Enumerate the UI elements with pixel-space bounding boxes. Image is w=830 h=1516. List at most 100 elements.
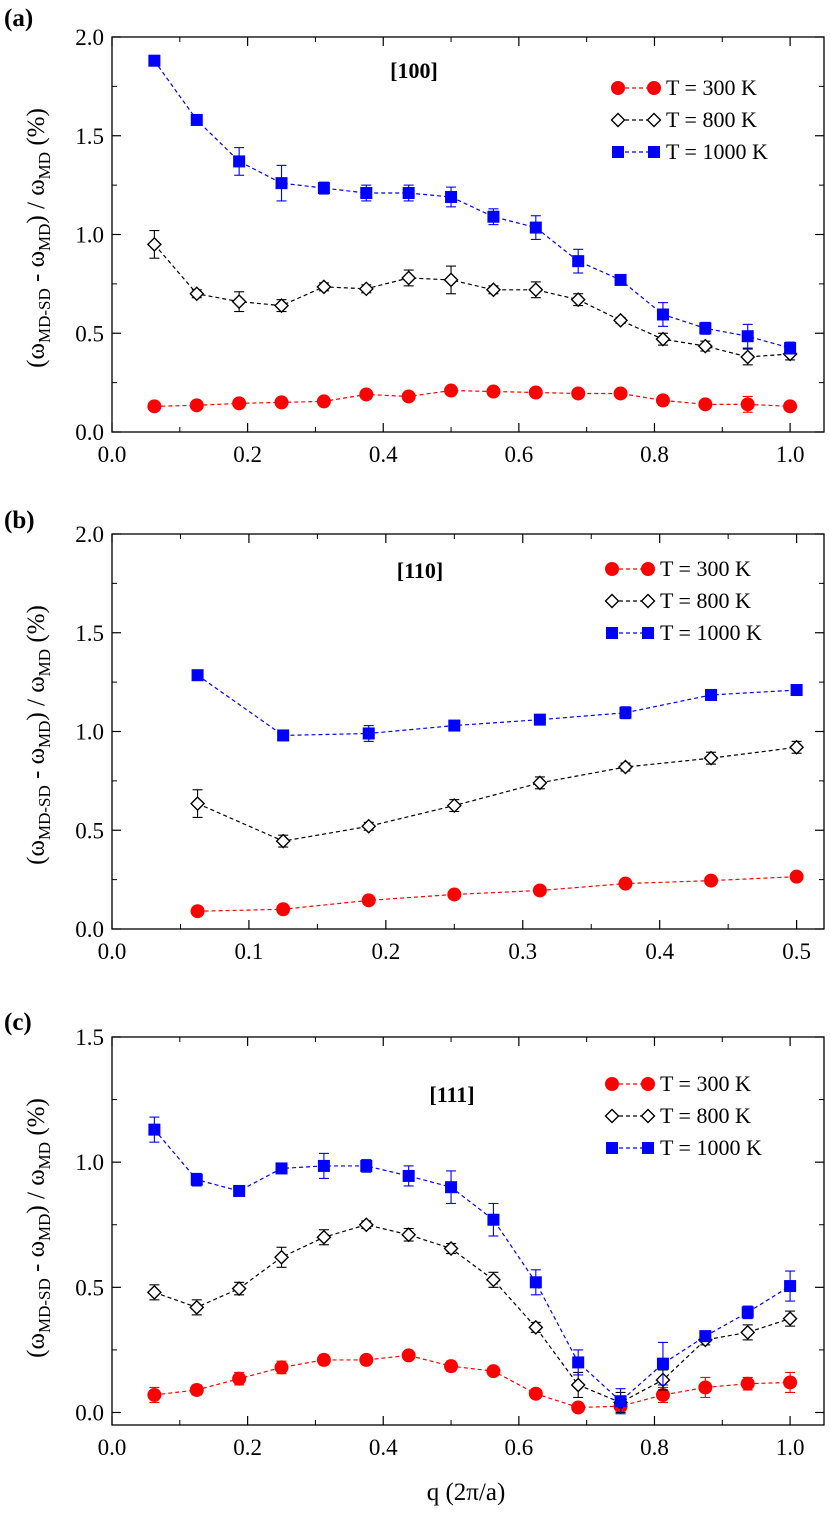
y-title-a-unit: (%) xyxy=(23,108,50,152)
panel-b-letter: (b) xyxy=(4,507,35,534)
panel-b-legend-marker-right-T800 xyxy=(640,593,656,609)
y-axis-title-a: (ωMD-SD - ωMD) / ωMD (%) xyxy=(23,108,54,368)
panel-a-legend-marker-left-T300 xyxy=(611,81,625,95)
y-axis-title-b: (ωMD-SD - ωMD) / ωMD (%) xyxy=(23,605,54,865)
panel-c-point-T1000-13 xyxy=(699,1330,712,1343)
panel-a-point-T800-0 xyxy=(146,236,162,252)
panel-b-xtick-label-2: 0.2 xyxy=(371,939,400,964)
panel-b-point-T800-6 xyxy=(703,750,719,766)
panel-a-point-T300-6 xyxy=(401,389,416,404)
panel-b-series-T800 xyxy=(190,739,805,849)
panel-b-ytick-label-4: 2.0 xyxy=(75,522,104,547)
panel-c-letter: (c) xyxy=(4,1009,32,1036)
panel-b-series-T300 xyxy=(190,869,804,919)
panel-c-legend-marker-left-T1000 xyxy=(606,1142,618,1154)
panel-b-point-T800-0 xyxy=(190,796,206,812)
panel-a-point-T1000-10 xyxy=(572,255,585,268)
panel-a-legend-marker-right-T1000 xyxy=(648,146,660,158)
panel-c-series-T1000 xyxy=(148,1116,797,1415)
panel-c-point-T300-15 xyxy=(783,1375,798,1390)
panel-c-legend-label-T1000: T = 1000 K xyxy=(660,1135,762,1160)
panel-c-point-T300-9 xyxy=(528,1386,543,1401)
y-title-c-sub1: MD-SD xyxy=(35,1278,54,1333)
panel-b-point-T800-5 xyxy=(617,759,633,775)
y-title-a-open: (ω xyxy=(23,343,50,368)
panel-b-plot: 0.0 0.1 0.2 0.3 0.4 0.5 0.0 0.5 1.0 1.5 2.0 T = 300… xyxy=(75,522,825,964)
panel-b-point-T800-4 xyxy=(532,775,548,791)
panel-a-point-T800-4 xyxy=(316,279,332,295)
panel-b-point-T300-6 xyxy=(704,873,719,888)
panel-c-xtick-label-0: 0.0 xyxy=(98,1435,127,1460)
y-title-a-close: ) / ω xyxy=(23,179,50,223)
panel-b-point-T800-7 xyxy=(789,739,805,755)
panel-b-xtick-label-1: 0.1 xyxy=(235,939,264,964)
panel-b-legend-marker-right-T1000 xyxy=(642,627,654,639)
panel-c-series-T300 xyxy=(147,1348,798,1415)
panel-c-point-T1000-7 xyxy=(445,1181,458,1194)
panel-a-legend: T = 300 K T = 800 K T = 1000 K xyxy=(610,75,768,164)
panel-c-point-T800-4 xyxy=(316,1229,332,1245)
panel-b-point-T1000-0 xyxy=(191,669,204,682)
panel-c-point-T1000-2 xyxy=(233,1184,246,1197)
panel-c-point-T800-7 xyxy=(443,1241,459,1257)
panel-c-point-T1000-3 xyxy=(275,1162,288,1175)
panel-a-point-T1000-15 xyxy=(784,342,797,355)
panel-a-point-T300-9 xyxy=(528,385,543,400)
panel-a-legend-label-T1000: T = 1000 K xyxy=(666,139,768,164)
panel-b-ytick-label-2: 1.0 xyxy=(75,720,104,745)
panel-a-point-T1000-8 xyxy=(487,210,500,223)
panel-b-point-T1000-4 xyxy=(533,713,546,726)
panel-c-point-T800-10 xyxy=(570,1377,586,1393)
panel-b-xtick-label-3: 0.3 xyxy=(508,939,537,964)
panel-a-point-T800-7 xyxy=(443,272,459,288)
panel-b-legend-label-T1000: T = 1000 K xyxy=(660,620,762,645)
panel-c-point-T300-10 xyxy=(571,1400,586,1415)
panel-c-point-T800-15 xyxy=(782,1311,798,1327)
panel-c-point-T300-8 xyxy=(486,1364,501,1379)
y-title-a-sub3: MD xyxy=(35,152,54,179)
panel-b-point-T1000-6 xyxy=(705,688,718,701)
panel-c-legend-marker-left-T800 xyxy=(604,1108,620,1124)
panel-a-xtick-label-1: 0.2 xyxy=(233,442,262,467)
panel-b-point-T300-1 xyxy=(276,902,291,917)
panel-a-xtick-label-0: 0.0 xyxy=(98,442,127,467)
panel-a-xtick-label-2: 0.4 xyxy=(369,442,398,467)
panel-c-point-T800-8 xyxy=(485,1272,501,1288)
panel-a-point-T300-13 xyxy=(698,397,713,412)
y-title-c-close: ) / ω xyxy=(23,1169,50,1213)
panel-a-point-T300-5 xyxy=(359,387,374,402)
panel-b-legend-marker-left-T800 xyxy=(604,593,620,609)
panel-b-point-T1000-5 xyxy=(619,706,632,719)
panel-b-point-T800-3 xyxy=(446,798,462,814)
panel-c-point-T800-1 xyxy=(189,1299,205,1315)
panel-a-series-T1000 xyxy=(148,54,797,355)
panel-c-point-T800-3 xyxy=(274,1249,290,1265)
panel-b-legend: T = 300 K T = 800 K T = 1000 K xyxy=(604,556,762,645)
panel-c-point-T300-14 xyxy=(740,1376,755,1391)
panel-a-xtick-label-3: 0.6 xyxy=(504,442,533,467)
panel-b-xtick-label-4: 0.4 xyxy=(645,939,674,964)
panel-c-point-T1000-14 xyxy=(741,1306,754,1319)
panel-c-point-T300-13 xyxy=(698,1380,713,1395)
panel-c-xtick-label-1: 0.2 xyxy=(233,1435,262,1460)
panel-a-point-T800-8 xyxy=(485,282,501,298)
panel-c-series-T800 xyxy=(146,1217,798,1414)
y-title-b-open: (ω xyxy=(23,840,50,865)
panel-a-point-T1000-4 xyxy=(317,182,330,195)
panel-b-point-T300-4 xyxy=(532,883,547,898)
panel-a-series-T800 xyxy=(146,230,798,366)
panel-c-legend-marker-left-T300 xyxy=(605,1077,619,1091)
panel-c-point-T800-9 xyxy=(528,1319,544,1335)
panel-a-point-T1000-14 xyxy=(741,330,754,343)
panel-c-point-T300-7 xyxy=(444,1359,459,1374)
panel-c-plot: 0.0 0.2 0.4 0.6 0.8 1.00.00.51.01.5T = 300 KT… xyxy=(75,1025,825,1460)
panel-c-point-T1000-15 xyxy=(784,1280,797,1293)
panel-a-point-T800-6 xyxy=(401,270,417,286)
panel-c-legend-label-T300: T = 300 K xyxy=(660,1071,751,1096)
panel-b-legend-marker-left-T1000 xyxy=(606,627,618,639)
panel-c-point-T300-0 xyxy=(147,1387,162,1402)
panel-b-ytick-label-1: 0.5 xyxy=(75,818,104,843)
panel-c-point-T1000-11 xyxy=(614,1395,627,1408)
y-title-b-close: ) / ω xyxy=(23,676,50,720)
y-title-b-sub2: MD xyxy=(35,721,54,748)
